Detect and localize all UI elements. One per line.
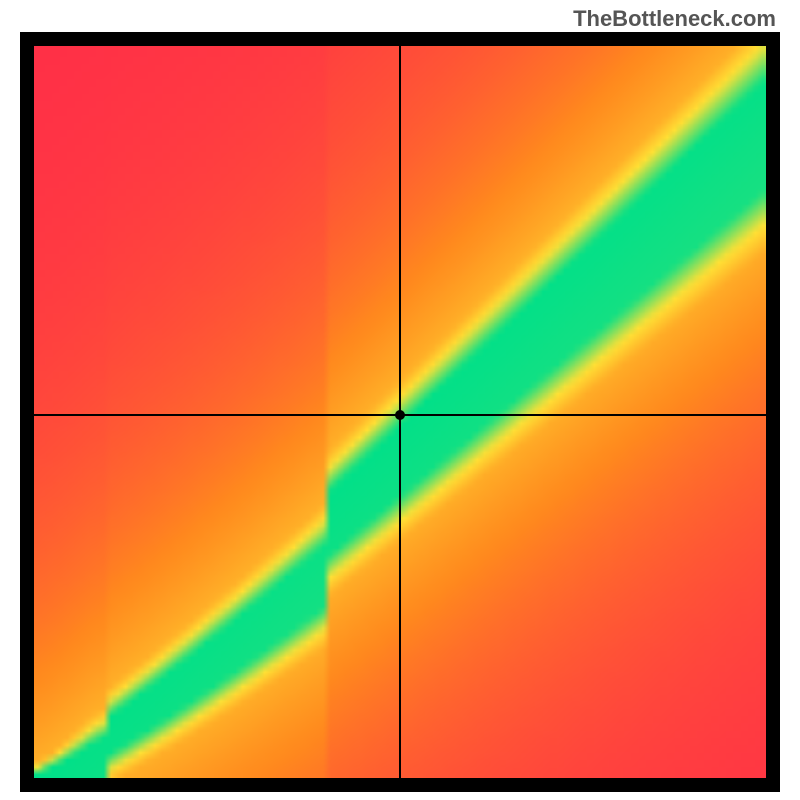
crosshair-dot <box>395 410 405 420</box>
attribution-label: TheBottleneck.com <box>573 6 776 32</box>
chart-container: TheBottleneck.com <box>0 0 800 800</box>
plot-area <box>34 46 766 778</box>
